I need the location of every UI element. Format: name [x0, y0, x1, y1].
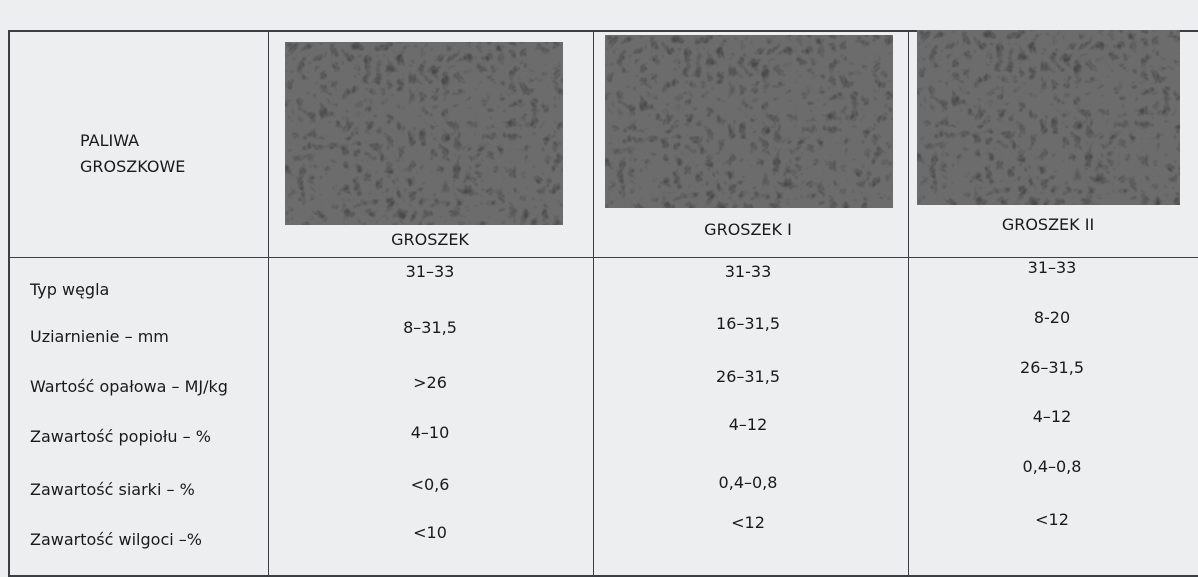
border [593, 30, 594, 577]
coal-photo [285, 42, 563, 225]
border [268, 30, 269, 577]
row-label: Wartość opałowa – MJ/kg [30, 377, 228, 396]
cell-value: 26–31,5 [716, 367, 780, 386]
cell-value: 16–31,5 [716, 314, 780, 333]
cell-value: 31-33 [725, 262, 772, 281]
border [8, 30, 10, 577]
row-label: Zawartość siarki – % [30, 480, 195, 499]
row-label: Uziarnienie – mm [30, 327, 169, 346]
column-header: GROSZEK [391, 230, 469, 249]
cell-value: <12 [1035, 510, 1069, 529]
cell-value: 4–12 [729, 415, 768, 434]
column-header: GROSZEK I [704, 220, 792, 239]
border [8, 257, 1198, 258]
cell-value: <0,6 [411, 475, 450, 494]
row-label: Typ węgla [30, 280, 109, 299]
column-header: GROSZEK II [1002, 215, 1094, 234]
coal-photo [605, 35, 893, 208]
cell-value: <12 [731, 513, 765, 532]
page: PALIWA GROSZKOWE GROSZEK GROSZEK I GROSZ… [0, 0, 1198, 577]
row-label: Zawartość wilgoci –% [30, 530, 202, 549]
coal-photo [917, 30, 1180, 205]
header-title: PALIWA GROSZKOWE [80, 128, 200, 180]
cell-value: 8-20 [1034, 308, 1070, 327]
cell-value: 4–12 [1033, 407, 1072, 426]
border [908, 30, 909, 577]
cell-value: <10 [413, 523, 447, 542]
row-label: Zawartość popiołu – % [30, 427, 211, 446]
cell-value: >26 [413, 373, 447, 392]
cell-value: 31–33 [1028, 258, 1077, 277]
cell-value: 31–33 [406, 262, 455, 281]
cell-value: 0,4–0,8 [719, 473, 778, 492]
cell-value: 0,4–0,8 [1023, 457, 1082, 476]
cell-value: 4–10 [411, 423, 450, 442]
cell-value: 8–31,5 [403, 318, 457, 337]
cell-value: 26–31,5 [1020, 358, 1084, 377]
